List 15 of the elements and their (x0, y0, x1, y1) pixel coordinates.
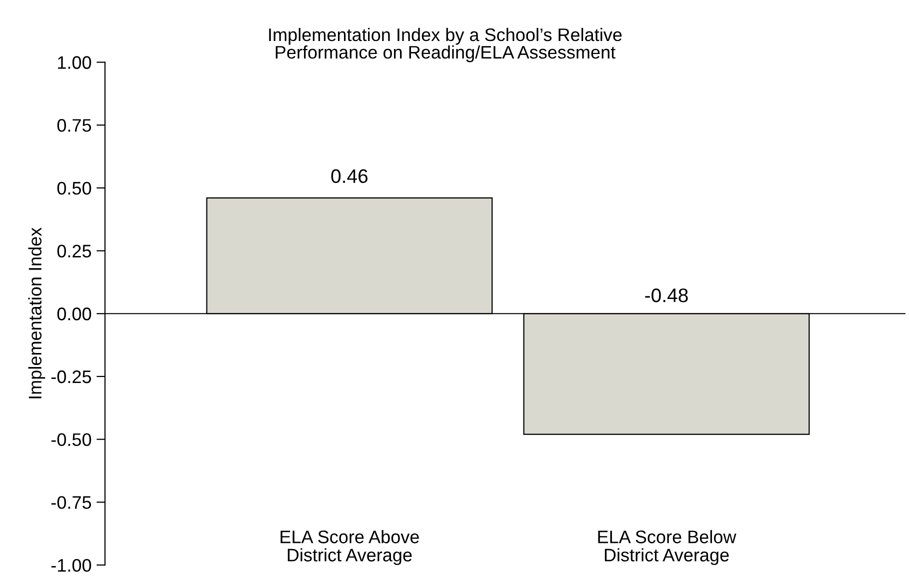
y-tick-label: 0.75 (57, 119, 92, 132)
x-tick-label: ELA Score Below District Average (598, 530, 736, 566)
x-tick-label: ELA Score Above District Average (280, 530, 419, 566)
y-tick-label: 1.00 (58, 56, 92, 69)
y-tick-label: 0.50 (57, 182, 92, 195)
y-tick-label: -0.25 (51, 370, 92, 384)
chart-title: Implementation Index by a School’s Relative Performance on Reading/ELA Assessment (269, 28, 622, 62)
y-tick-label: 0.25 (57, 244, 92, 258)
y-tick-label: 0.00 (57, 308, 92, 320)
y-tick-label: -1.00 (51, 558, 92, 572)
y-tick-label: -0.75 (51, 496, 92, 509)
y-axis-title: Implementation Index (28, 228, 46, 398)
y-tick-label: -0.50 (51, 433, 92, 446)
data-label: -0.48 (645, 288, 688, 302)
data-label: 0.46 (331, 169, 368, 184)
